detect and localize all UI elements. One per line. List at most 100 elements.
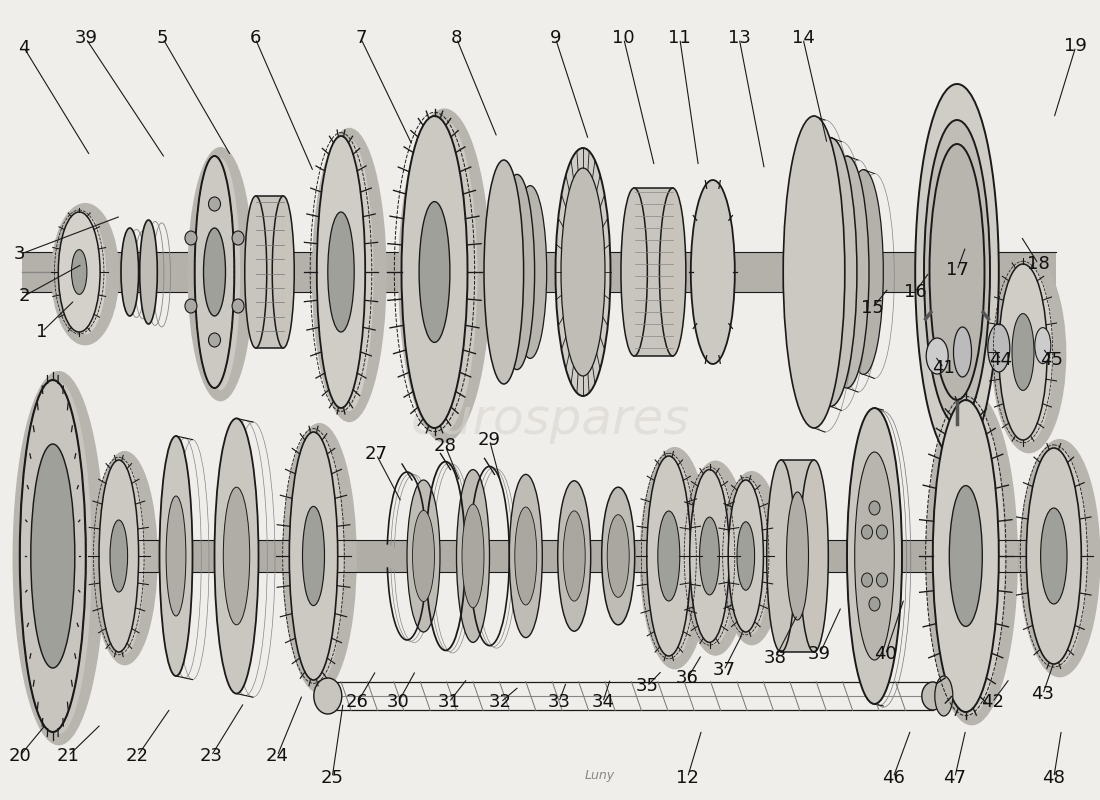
- Text: 48: 48: [1043, 769, 1065, 786]
- Ellipse shape: [499, 174, 535, 370]
- Ellipse shape: [195, 156, 234, 388]
- Ellipse shape: [140, 220, 157, 324]
- Text: 25: 25: [321, 769, 343, 786]
- Ellipse shape: [728, 480, 763, 632]
- Ellipse shape: [64, 214, 106, 334]
- Text: 15: 15: [861, 299, 883, 317]
- Ellipse shape: [877, 525, 888, 539]
- Text: 23: 23: [200, 747, 222, 765]
- Text: 10: 10: [613, 30, 635, 47]
- Ellipse shape: [558, 481, 591, 631]
- Text: 14: 14: [792, 30, 814, 47]
- Ellipse shape: [767, 460, 795, 652]
- Ellipse shape: [72, 250, 87, 294]
- Text: eurospares: eurospares: [410, 396, 690, 444]
- Text: 19: 19: [1065, 38, 1087, 55]
- Ellipse shape: [734, 482, 769, 634]
- Ellipse shape: [289, 432, 338, 680]
- Text: 47: 47: [944, 769, 966, 786]
- Ellipse shape: [652, 458, 696, 658]
- Ellipse shape: [204, 228, 226, 316]
- Ellipse shape: [200, 158, 240, 390]
- Text: 32: 32: [490, 694, 512, 711]
- Ellipse shape: [938, 402, 1004, 714]
- Ellipse shape: [877, 573, 888, 587]
- Ellipse shape: [402, 116, 468, 428]
- Ellipse shape: [273, 196, 295, 348]
- Ellipse shape: [1026, 448, 1081, 664]
- Ellipse shape: [1032, 450, 1087, 666]
- Ellipse shape: [244, 196, 266, 348]
- Ellipse shape: [855, 452, 894, 660]
- Text: 39: 39: [75, 30, 97, 47]
- Ellipse shape: [223, 487, 250, 625]
- Text: 3: 3: [14, 246, 25, 263]
- Ellipse shape: [187, 147, 253, 402]
- Ellipse shape: [104, 462, 144, 654]
- Ellipse shape: [484, 160, 524, 384]
- Ellipse shape: [924, 120, 990, 424]
- Text: 41: 41: [933, 359, 955, 377]
- Text: 31: 31: [438, 694, 460, 711]
- Ellipse shape: [861, 525, 872, 539]
- Text: 29: 29: [478, 431, 500, 449]
- Ellipse shape: [91, 451, 157, 666]
- Ellipse shape: [412, 510, 434, 602]
- Ellipse shape: [682, 461, 748, 656]
- Text: 35: 35: [636, 678, 658, 695]
- Ellipse shape: [607, 514, 629, 598]
- Ellipse shape: [312, 128, 387, 422]
- Ellipse shape: [563, 511, 585, 601]
- Ellipse shape: [915, 84, 999, 460]
- Text: 11: 11: [669, 30, 691, 47]
- Ellipse shape: [659, 188, 686, 356]
- Ellipse shape: [620, 188, 647, 356]
- Text: 46: 46: [882, 769, 904, 786]
- Polygon shape: [255, 196, 284, 348]
- Ellipse shape: [999, 264, 1047, 440]
- Ellipse shape: [1019, 439, 1100, 678]
- Text: 45: 45: [1041, 351, 1063, 369]
- Text: 17: 17: [946, 262, 968, 279]
- Ellipse shape: [25, 382, 91, 734]
- Ellipse shape: [786, 492, 808, 620]
- Ellipse shape: [302, 506, 324, 606]
- Ellipse shape: [1035, 328, 1050, 363]
- Ellipse shape: [556, 148, 610, 396]
- Ellipse shape: [847, 408, 902, 704]
- Ellipse shape: [933, 400, 999, 712]
- Ellipse shape: [922, 682, 944, 710]
- Ellipse shape: [185, 231, 197, 245]
- Ellipse shape: [844, 170, 883, 374]
- Ellipse shape: [121, 228, 139, 316]
- Text: 44: 44: [990, 351, 1012, 369]
- Ellipse shape: [514, 186, 547, 358]
- Text: 7: 7: [355, 30, 366, 47]
- Ellipse shape: [602, 487, 635, 625]
- Text: 28: 28: [434, 438, 456, 455]
- Text: 5: 5: [157, 30, 168, 47]
- Text: 9: 9: [550, 30, 561, 47]
- Ellipse shape: [925, 391, 1018, 726]
- Ellipse shape: [930, 144, 984, 400]
- Ellipse shape: [232, 299, 244, 313]
- Text: 22: 22: [126, 747, 148, 765]
- Ellipse shape: [658, 511, 680, 601]
- Ellipse shape: [949, 486, 982, 626]
- Ellipse shape: [1041, 508, 1067, 604]
- Text: 34: 34: [592, 694, 614, 711]
- Ellipse shape: [737, 522, 755, 590]
- Ellipse shape: [31, 444, 75, 668]
- Ellipse shape: [869, 597, 880, 611]
- Text: 13: 13: [728, 30, 750, 47]
- Ellipse shape: [700, 517, 719, 595]
- Ellipse shape: [51, 203, 119, 346]
- Ellipse shape: [869, 501, 880, 515]
- Text: 18: 18: [1027, 255, 1049, 273]
- Text: 36: 36: [676, 670, 698, 687]
- Text: 20: 20: [9, 747, 31, 765]
- Text: 21: 21: [57, 747, 79, 765]
- Ellipse shape: [110, 520, 128, 592]
- Ellipse shape: [411, 119, 477, 432]
- Ellipse shape: [515, 507, 537, 605]
